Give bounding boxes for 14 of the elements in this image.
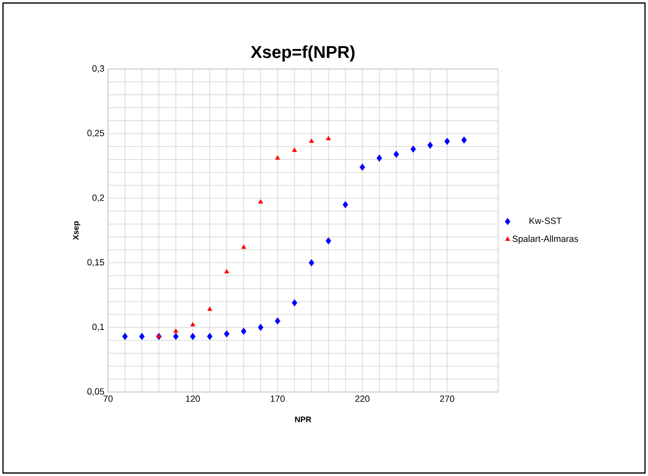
x-tick-label: 270: [440, 396, 454, 402]
y-tick-label: 0,05: [87, 388, 104, 396]
x-tick-label: 220: [355, 396, 370, 402]
y-tick-label: 0,25: [87, 130, 104, 138]
legend-label: Spalart-Allmaras: [512, 235, 578, 244]
legend-label: Kw-SST: [530, 218, 562, 224]
y-tick-label: 0,15: [87, 259, 104, 266]
y-tick-label: 0,3: [92, 65, 104, 73]
y-tick-label: 0,2: [92, 194, 104, 202]
x-tick-label: 120: [186, 396, 200, 402]
x-tick-label: 70: [103, 396, 113, 402]
chart-title: Xsep=f(NPR): [250, 45, 355, 62]
y-tick-label: 0,1: [92, 324, 104, 332]
x-tick-label: 170: [270, 396, 285, 402]
